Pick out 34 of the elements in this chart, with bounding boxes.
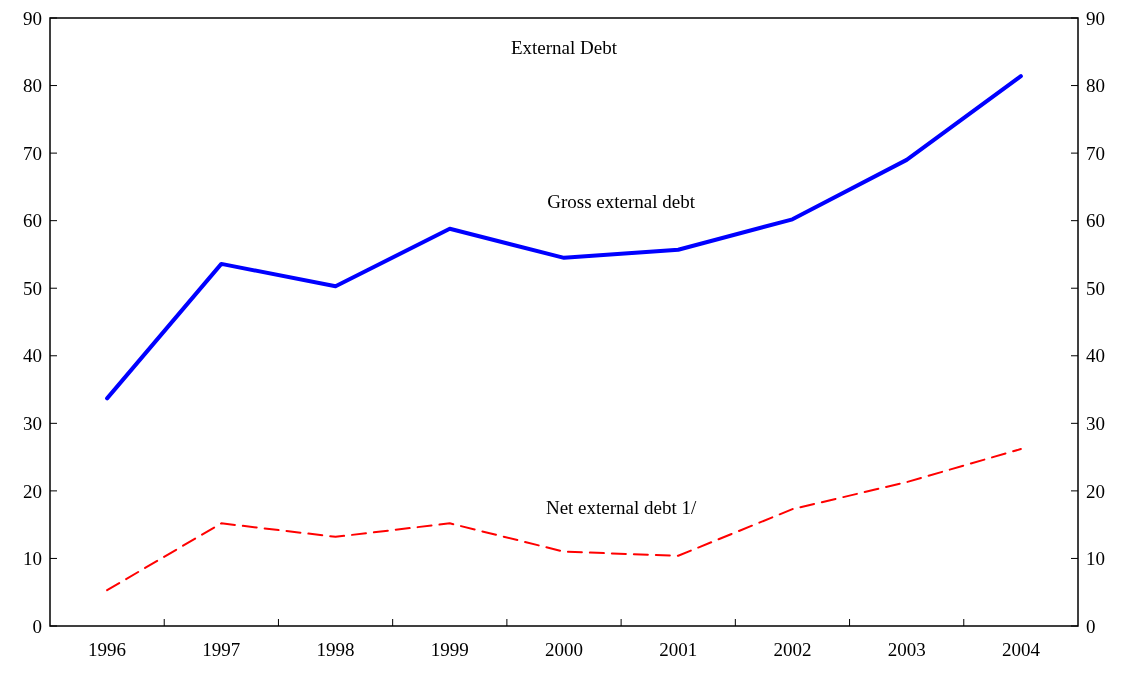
x-tick-label: 1999: [430, 639, 469, 660]
y2-tick-label: 10: [1086, 548, 1105, 570]
y-tick-label: 60: [23, 210, 42, 232]
x-tick-label: 2003: [887, 639, 926, 660]
y-tick-label: 50: [23, 277, 42, 299]
y-tick-label: 20: [23, 480, 42, 502]
y-tick-label: 80: [23, 75, 42, 97]
series-label: Net external debt 1/: [545, 496, 698, 518]
y-tick-label: 0: [32, 615, 42, 637]
series-label: Gross external debt: [547, 190, 696, 212]
y2-tick-label: 20: [1086, 480, 1105, 502]
y2-tick-label: 50: [1086, 277, 1105, 299]
y2-tick-label: 70: [1086, 142, 1105, 164]
line-series: [106, 448, 1022, 592]
y2-tick-label: 0: [1086, 615, 1096, 637]
y-tick-label: 90: [23, 7, 42, 29]
x-tick-label: 2000: [545, 639, 583, 660]
y2-tick-label: 60: [1086, 210, 1105, 232]
y2-tick-label: 30: [1086, 412, 1105, 434]
x-tick-label: 1998: [316, 639, 355, 660]
y2-tick-label: 80: [1086, 75, 1105, 97]
x-tick-label: 1997: [202, 639, 241, 660]
y-tick-label: 70: [23, 142, 42, 164]
y2-tick-label: 90: [1086, 7, 1105, 29]
line-series: [105, 74, 1023, 401]
y-tick-label: 30: [23, 412, 42, 434]
x-tick-label: 2001: [659, 639, 698, 660]
x-tick-label: 1996: [88, 639, 127, 660]
x-tick-label: 2004: [1001, 639, 1041, 660]
y2-tick-label: 40: [1086, 345, 1105, 367]
y-tick-label: 40: [23, 345, 42, 367]
x-tick-label: 2002: [773, 639, 812, 660]
y-tick-label: 10: [23, 548, 42, 570]
text: External Debt: [510, 37, 618, 58]
